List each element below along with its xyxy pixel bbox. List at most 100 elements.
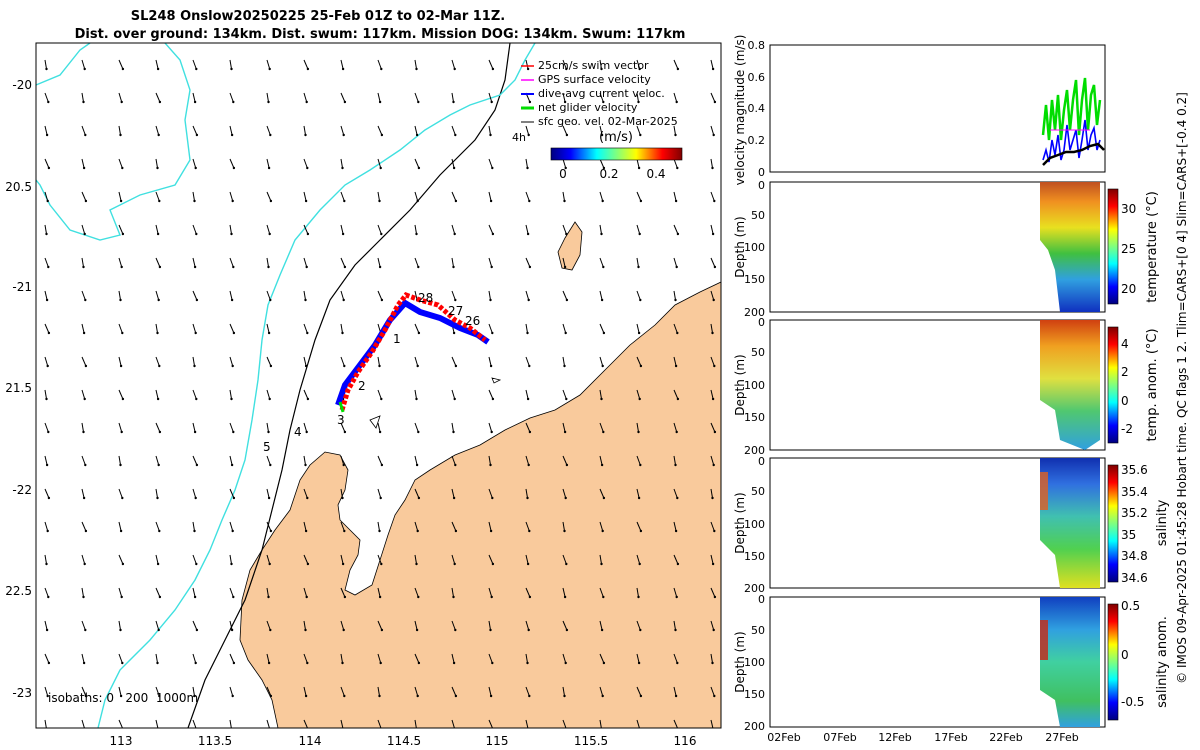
current-vector — [340, 125, 345, 136]
svg-text:50: 50 — [751, 485, 765, 498]
current-vector — [451, 191, 457, 202]
current-vector — [118, 554, 124, 565]
current-vector-head — [415, 67, 418, 71]
current-vector-head — [306, 661, 309, 665]
track-day-27: 27 — [448, 304, 463, 318]
current-vector — [414, 587, 419, 598]
current-vector-head — [674, 199, 678, 203]
current-vector-head — [343, 595, 347, 599]
current-vector — [451, 686, 457, 697]
current-vector-head — [45, 232, 48, 236]
current-vector — [488, 686, 492, 697]
current-vector — [636, 686, 642, 697]
current-vector-head — [305, 595, 308, 599]
current-vector-head — [45, 67, 48, 71]
current-vector — [414, 290, 418, 301]
current-vector — [81, 257, 84, 268]
current-vector — [673, 224, 679, 235]
current-vector-head — [637, 595, 640, 599]
p4-cbtick-1: 0 — [1121, 648, 1129, 662]
current-vector — [488, 191, 492, 202]
current-vector — [192, 521, 195, 532]
current-vector — [525, 521, 530, 532]
current-vector-head — [195, 232, 198, 236]
current-vector-head — [491, 496, 494, 500]
current-vector — [229, 158, 235, 169]
current-vector-head — [564, 661, 567, 665]
current-vector-head — [454, 694, 458, 698]
current-vector-head — [489, 529, 493, 533]
current-vector-head — [121, 232, 125, 236]
current-vector-head — [526, 661, 529, 665]
current-vector-head — [306, 331, 309, 335]
current-vector — [636, 92, 639, 103]
current-vector-head — [452, 496, 456, 500]
current-vector — [229, 521, 234, 532]
current-vector — [81, 455, 86, 466]
current-vector — [710, 587, 716, 598]
current-vector — [377, 257, 381, 268]
current-vector-head — [416, 364, 419, 368]
current-vector-head — [491, 331, 494, 335]
current-vector — [229, 389, 232, 400]
current-vector-head — [267, 331, 271, 335]
current-vector — [192, 92, 196, 103]
current-vector — [81, 653, 85, 664]
current-vector — [266, 290, 271, 301]
current-vector — [340, 158, 343, 169]
map-x-ticks: 113 113.5 114 114.5 115 115.5 116 — [110, 734, 697, 748]
current-vector — [525, 158, 528, 169]
current-vector — [599, 554, 602, 565]
current-vector-head — [528, 430, 532, 434]
current-vector-head — [380, 463, 384, 467]
current-vector-head — [341, 562, 345, 566]
current-vector-head — [157, 463, 160, 467]
current-vector — [229, 554, 232, 565]
panel-temperature: Depth (m) temperature (°C) 30 25 20 — [733, 181, 1160, 313]
p3-cbtick-2: 35.2 — [1121, 506, 1148, 520]
current-vector — [525, 125, 530, 136]
current-vector — [599, 488, 605, 499]
current-vector-head — [600, 67, 603, 71]
current-vector — [414, 554, 417, 565]
current-vector-head — [194, 331, 197, 335]
p2-cbtick-1: 2 — [1121, 365, 1129, 379]
current-vector — [451, 257, 454, 268]
current-vector-head — [342, 298, 345, 302]
current-vector — [377, 158, 382, 169]
current-vector-head — [267, 595, 270, 599]
cbar-temperature — [1107, 188, 1119, 305]
current-vector — [451, 587, 454, 598]
current-vector-head — [712, 628, 715, 632]
current-vector-head — [83, 232, 86, 236]
current-vector — [525, 686, 530, 697]
current-vector-head — [84, 694, 88, 698]
current-vector-head — [675, 430, 678, 434]
current-vector — [673, 191, 677, 202]
current-vector — [303, 356, 307, 367]
current-vector — [451, 620, 456, 631]
current-vector-head — [121, 67, 125, 71]
current-vector — [303, 323, 308, 334]
current-vector — [377, 389, 382, 400]
current-vector — [192, 587, 196, 598]
current-vector — [673, 389, 679, 400]
current-vector-head — [565, 562, 568, 566]
current-vector-head — [526, 331, 529, 335]
current-vector — [673, 554, 679, 565]
current-vector-head — [232, 166, 236, 170]
current-vector — [562, 488, 567, 499]
current-vector — [266, 653, 270, 664]
current-vector-head — [600, 298, 604, 302]
current-vector-head — [637, 331, 641, 335]
current-vector-head — [341, 232, 345, 236]
current-vector-head — [195, 562, 198, 566]
current-vector — [340, 356, 345, 367]
current-vector — [525, 257, 531, 268]
current-vector-head — [674, 463, 677, 467]
current-vector-head — [601, 694, 604, 698]
x-tick-116: 116 — [674, 734, 697, 748]
current-vector-head — [304, 199, 308, 203]
velocity-lines — [1041, 77, 1105, 166]
current-vector-head — [378, 694, 381, 698]
